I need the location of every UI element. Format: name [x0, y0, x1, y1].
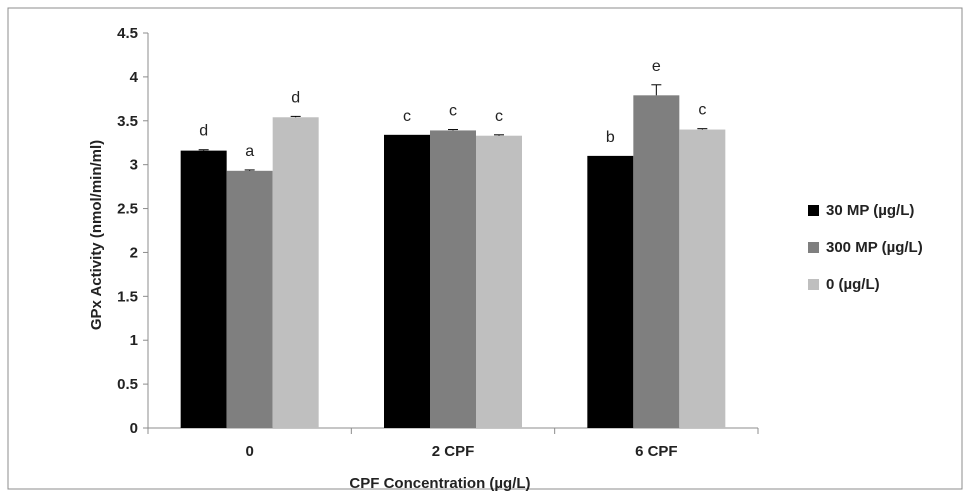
legend-label: 30 MP (µg/L): [826, 202, 914, 219]
bar: [272, 117, 319, 429]
bar: [476, 135, 522, 428]
significance-letter: c: [495, 108, 503, 125]
legend-label: 0 (µg/L): [826, 276, 880, 293]
significance-letter: b: [606, 129, 615, 146]
bar: [180, 150, 227, 428]
significance-letter: a: [245, 143, 254, 160]
legend: 30 MP (µg/L) 300 MP (µg/L) 0 (µg/L): [808, 202, 923, 293]
y-tick-label: 3: [130, 157, 138, 174]
legend-swatch: [808, 205, 819, 216]
y-tick-label: 4.5: [117, 25, 138, 42]
significance-letter: c: [403, 108, 411, 125]
y-tick-label: 2: [130, 244, 138, 261]
y-axis-title: GPx Activity (nmol/min/ml): [88, 140, 105, 330]
x-category-label: 2 CPF: [432, 443, 475, 460]
significance-letter: e: [652, 58, 661, 75]
y-tick-label: 2.5: [117, 201, 138, 218]
significance-letters: d a d c c c b e c: [199, 58, 706, 160]
bar: [226, 170, 273, 429]
bar: [384, 134, 430, 429]
significance-letter: c: [449, 103, 457, 120]
y-tick-label: 0.5: [117, 376, 138, 393]
y-tick-label: 4: [130, 69, 139, 86]
bars: [180, 95, 726, 429]
bar: [679, 129, 726, 429]
significance-letter: c: [698, 102, 706, 119]
x-axis-title: CPF Concentration (µg/L): [349, 475, 530, 492]
significance-letter: d: [291, 89, 300, 106]
y-axis: 0 0.5 1 1.5 2 2.5 3 3.5 4 4.5: [117, 25, 149, 437]
legend-swatch: [808, 279, 819, 290]
x-category-label: 6 CPF: [635, 443, 678, 460]
x-category-label: 0: [245, 443, 253, 460]
significance-letter: d: [199, 123, 208, 140]
bar: [587, 155, 634, 428]
bar: [633, 95, 680, 429]
legend-label: 300 MP (µg/L): [826, 239, 923, 256]
legend-swatch: [808, 242, 819, 253]
y-tick-label: 1.5: [117, 288, 138, 305]
bar: [430, 130, 476, 428]
y-tick-label: 3.5: [117, 113, 138, 130]
y-tick-label: 1: [130, 332, 138, 349]
category-labels: 0 2 CPF 6 CPF: [245, 443, 677, 460]
y-tick-label: 0: [130, 420, 138, 437]
error-bars: [198, 84, 708, 171]
